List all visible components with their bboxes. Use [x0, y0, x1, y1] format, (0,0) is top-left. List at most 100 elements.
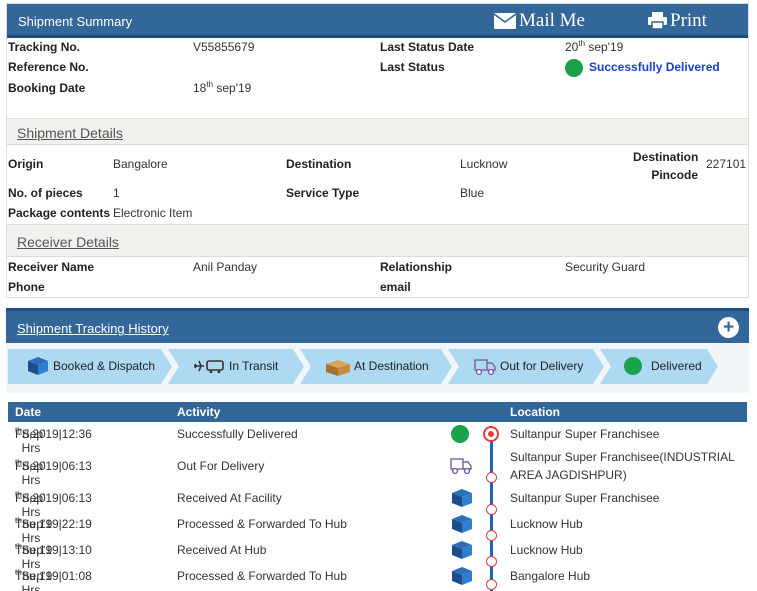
last-status-value: Successfully Delivered	[589, 60, 720, 74]
phone-label: Phone	[8, 280, 45, 294]
row-date: Fri,20 th Sep'19|06:13 Hrs	[15, 490, 92, 520]
row-location: Lucknow Hub	[510, 543, 583, 557]
transit-icon	[194, 360, 224, 373]
last-status-label: Last Status	[380, 60, 445, 74]
shipment-summary-card: Shipment Summary Mail Me Print Tracking …	[6, 3, 749, 298]
pieces-label: No. of pieces	[8, 186, 83, 200]
package-icon	[452, 515, 472, 533]
row-date: Thu,19 th Sep'19|01:08 Hrs	[15, 568, 92, 591]
step-label: At Destination	[354, 359, 429, 373]
print-label: Print	[670, 10, 707, 31]
tracking-history-title[interactable]: Shipment Tracking History	[17, 321, 169, 336]
summary-title: Shipment Summary	[18, 14, 133, 29]
dest-pincode-label: Destination Pincode	[633, 150, 699, 182]
timeline-node	[486, 504, 497, 515]
booking-date-label: Booking Date	[8, 81, 86, 95]
row-location: Sultanpur Super Franchisee	[510, 491, 660, 505]
service-type-value: Blue	[460, 186, 485, 200]
destination-label: Destination	[286, 157, 352, 171]
column-location: Location	[510, 405, 560, 419]
shipment-details-title[interactable]: Shipment Details	[17, 125, 123, 141]
row-location: Bangalore Hub	[510, 569, 591, 583]
step-booked-dispatch: Booked & Dispatch	[8, 349, 172, 384]
row-activity: Received At Facility	[177, 491, 282, 505]
print-button[interactable]: Print	[648, 10, 707, 32]
history-table-header: Date Activity Location	[8, 402, 747, 422]
delivered-dot-icon	[624, 357, 642, 375]
delivery-icon	[474, 357, 496, 377]
relationship-value: Security Guard	[565, 260, 646, 274]
progress-steps: Booked & Dispatch In Transit At Destinat…	[6, 343, 749, 393]
tracking-history-header: Shipment Tracking History +	[6, 308, 749, 343]
timeline-node	[486, 579, 497, 590]
destination-icon	[326, 358, 350, 376]
row-activity: Processed & Forwarded To Hub	[177, 569, 347, 583]
row-location-line2: AREA JAGDISHPUR)	[510, 468, 627, 482]
step-delivered: Delivered	[600, 349, 718, 384]
pieces-value: 1	[113, 186, 120, 200]
step-out-for-delivery: Out for Delivery	[448, 349, 604, 384]
table-row: Fri,20 th Sep'19|06:13 Hrs Out For Delive…	[8, 448, 747, 488]
receiver-name-value: Anil Panday	[193, 260, 258, 274]
package-icon	[28, 357, 48, 375]
origin-value: Bangalore	[113, 157, 168, 171]
contents-value: Electronic Item	[113, 206, 193, 220]
column-activity: Activity	[177, 405, 221, 419]
booking-date-value: 18th sep'19	[193, 80, 252, 96]
row-location: Sultanpur Super Franchisee	[510, 427, 660, 441]
row-activity: Out For Delivery	[177, 459, 265, 473]
contents-label: Package contents	[8, 206, 111, 220]
row-date: Fri,20 th Sep'19|06:13 Hrs	[15, 458, 92, 488]
printer-icon	[648, 12, 667, 30]
email-label: email	[380, 280, 411, 294]
step-in-transit: In Transit	[168, 349, 304, 384]
table-row: Thu,19 th Sep'19|13:10 Hrs Received At Hu…	[8, 540, 747, 571]
mail-me-button[interactable]: Mail Me	[493, 10, 585, 32]
reference-label: Reference No.	[8, 60, 89, 74]
row-date: Thu,19 th Sep'19|22:19 Hrs	[15, 516, 92, 546]
receiver-details-header[interactable]: Receiver Details	[7, 224, 748, 257]
receiver-name-label: Receiver Name	[8, 260, 95, 274]
delivered-dot-icon	[565, 59, 583, 77]
origin-label: Origin	[8, 157, 44, 171]
row-activity: Received At Hub	[177, 543, 267, 557]
last-status-date-label: Last Status Date	[380, 40, 475, 54]
step-label: Delivered	[651, 359, 702, 373]
timeline-node	[486, 472, 497, 483]
table-row: Thu,19 th Sep'19|22:19 Hrs Processed & Fo…	[8, 514, 747, 546]
delivered-dot-icon	[451, 425, 469, 443]
timeline-node-current	[483, 426, 499, 442]
table-row: Fri,20 th Sep'19|06:13 Hrs Received At Fa…	[8, 488, 747, 520]
mail-icon	[493, 13, 517, 29]
destination-value: Lucknow	[460, 157, 508, 171]
receiver-details-title[interactable]: Receiver Details	[17, 234, 119, 250]
summary-header: Shipment Summary Mail Me Print	[7, 4, 748, 38]
tracking-label: Tracking No.	[8, 40, 81, 54]
row-location: Sultanpur Super Franchisee(INDUSTRIAL	[510, 450, 735, 464]
dest-pincode-value: 227101	[706, 157, 747, 171]
mail-me-label: Mail Me	[519, 10, 585, 31]
last-status-date-value: 20th sep'19	[565, 39, 624, 55]
row-location: Lucknow Hub	[510, 517, 583, 531]
step-label: Out for Delivery	[500, 359, 584, 373]
shipment-details-header[interactable]: Shipment Details	[7, 118, 748, 145]
package-icon	[452, 489, 472, 507]
plus-circle-icon[interactable]: +	[718, 317, 739, 338]
column-date: Date	[15, 405, 42, 419]
row-activity: Processed & Forwarded To Hub	[177, 517, 347, 531]
package-icon	[452, 541, 472, 559]
row-activity: Successfully Delivered	[177, 427, 298, 441]
delivery-icon	[450, 458, 472, 475]
table-row: Thu,19 th Sep'19|01:08 Hrs Processed & Fo…	[8, 566, 747, 591]
step-label: Booked & Dispatch	[53, 359, 156, 373]
tracking-value: V55855679	[193, 40, 255, 54]
table-row: Fri,20 th Sep'19|12:36 Hrs Successfully D…	[8, 424, 747, 456]
row-date: Fri,20 th Sep'19|12:36 Hrs	[15, 426, 92, 456]
package-icon	[452, 567, 472, 585]
service-type-label: Service Type	[286, 186, 360, 200]
timeline-node	[486, 530, 497, 541]
timeline-node	[486, 556, 497, 567]
step-at-destination: At Destination	[300, 349, 452, 384]
step-label: In Transit	[229, 359, 279, 373]
relationship-label: Relationship	[380, 260, 453, 274]
